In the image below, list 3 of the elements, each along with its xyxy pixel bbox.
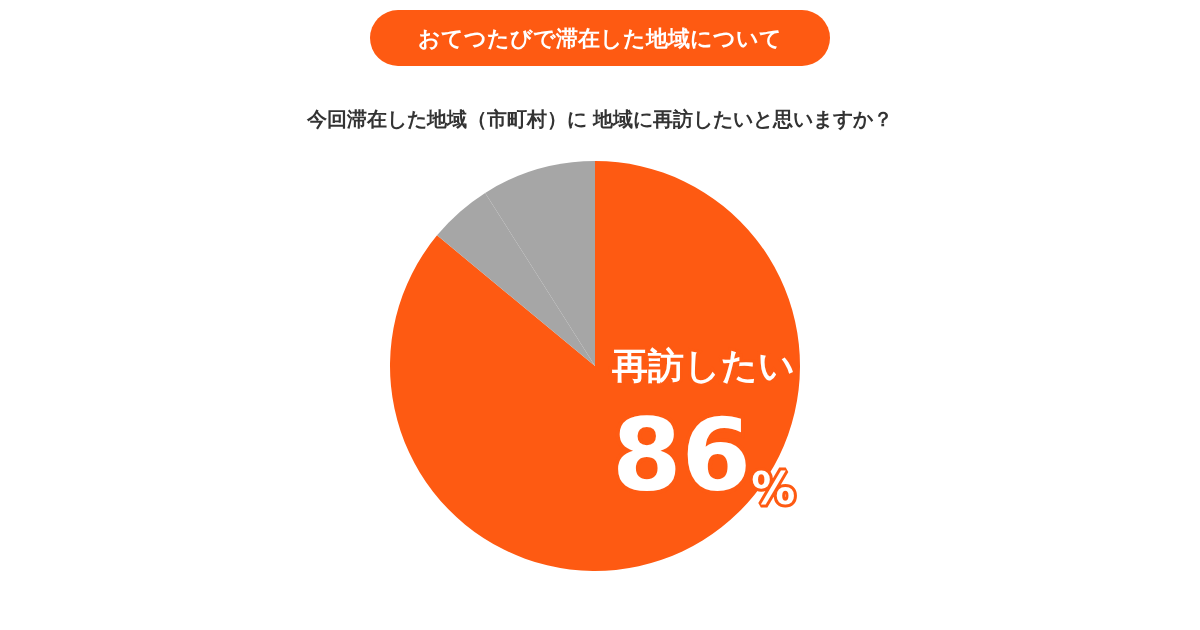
chart-subtitle: 今回滞在した地域（市町村）に 地域に再訪したいと思いますか？ — [305, 107, 894, 131]
slice-label: 再訪したい — [611, 344, 795, 386]
chart-title: おてつたびで滞在した地域について — [418, 25, 782, 51]
